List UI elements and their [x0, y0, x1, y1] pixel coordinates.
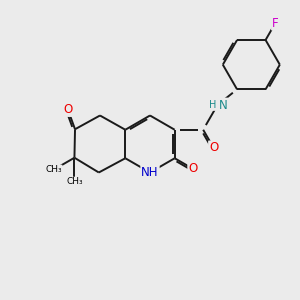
Text: CH₃: CH₃: [66, 178, 83, 187]
Text: N: N: [219, 99, 228, 112]
Text: F: F: [272, 16, 279, 30]
Text: CH₃: CH₃: [45, 165, 62, 174]
Text: H: H: [208, 100, 216, 110]
Text: O: O: [63, 103, 73, 116]
Text: NH: NH: [141, 166, 159, 179]
Text: O: O: [188, 162, 197, 175]
Text: O: O: [209, 141, 218, 154]
